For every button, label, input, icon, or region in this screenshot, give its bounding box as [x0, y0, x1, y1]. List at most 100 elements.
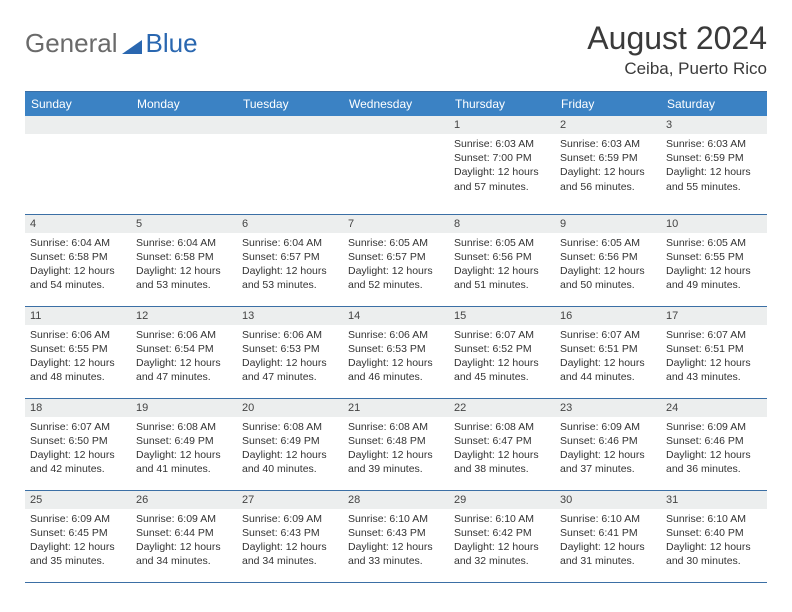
- daylight-line: Daylight: 12 hours and 33 minutes.: [348, 540, 444, 568]
- calendar-cell: 11Sunrise: 6:06 AMSunset: 6:55 PMDayligh…: [25, 306, 131, 398]
- calendar-cell: [343, 116, 449, 214]
- daylight-line: Daylight: 12 hours and 47 minutes.: [136, 356, 232, 384]
- day-number: 11: [25, 307, 131, 325]
- daylight-line: Daylight: 12 hours and 38 minutes.: [454, 448, 550, 476]
- col-saturday: Saturday: [661, 92, 767, 117]
- day-number: 2: [555, 116, 661, 134]
- daylight-line: Daylight: 12 hours and 40 minutes.: [242, 448, 338, 476]
- calendar-week: 18Sunrise: 6:07 AMSunset: 6:50 PMDayligh…: [25, 398, 767, 490]
- day-number: 26: [131, 491, 237, 509]
- day-number: 27: [237, 491, 343, 509]
- sunrise-line: Sunrise: 6:07 AM: [30, 420, 126, 434]
- sunrise-line: Sunrise: 6:04 AM: [136, 236, 232, 250]
- calendar-body: 1Sunrise: 6:03 AMSunset: 7:00 PMDaylight…: [25, 116, 767, 582]
- sunrise-line: Sunrise: 6:07 AM: [666, 328, 762, 342]
- day-number: 14: [343, 307, 449, 325]
- calendar-table: Sunday Monday Tuesday Wednesday Thursday…: [25, 91, 767, 583]
- calendar-cell: 24Sunrise: 6:09 AMSunset: 6:46 PMDayligh…: [661, 398, 767, 490]
- sunrise-line: Sunrise: 6:05 AM: [454, 236, 550, 250]
- day-content: Sunrise: 6:10 AMSunset: 6:43 PMDaylight:…: [343, 509, 449, 573]
- day-content: Sunrise: 6:07 AMSunset: 6:51 PMDaylight:…: [661, 325, 767, 389]
- day-content: Sunrise: 6:09 AMSunset: 6:44 PMDaylight:…: [131, 509, 237, 573]
- day-number: [343, 116, 449, 134]
- sunset-line: Sunset: 6:56 PM: [454, 250, 550, 264]
- sunset-line: Sunset: 6:47 PM: [454, 434, 550, 448]
- sunset-line: Sunset: 6:46 PM: [560, 434, 656, 448]
- location: Ceiba, Puerto Rico: [587, 59, 767, 79]
- day-number: 5: [131, 215, 237, 233]
- day-number: 22: [449, 399, 555, 417]
- day-number: [237, 116, 343, 134]
- sunrise-line: Sunrise: 6:10 AM: [666, 512, 762, 526]
- calendar-cell: 6Sunrise: 6:04 AMSunset: 6:57 PMDaylight…: [237, 214, 343, 306]
- calendar-cell: 17Sunrise: 6:07 AMSunset: 6:51 PMDayligh…: [661, 306, 767, 398]
- day-number: 7: [343, 215, 449, 233]
- day-content: Sunrise: 6:07 AMSunset: 6:51 PMDaylight:…: [555, 325, 661, 389]
- calendar-cell: 10Sunrise: 6:05 AMSunset: 6:55 PMDayligh…: [661, 214, 767, 306]
- daylight-line: Daylight: 12 hours and 34 minutes.: [242, 540, 338, 568]
- daylight-line: Daylight: 12 hours and 50 minutes.: [560, 264, 656, 292]
- calendar-week: 25Sunrise: 6:09 AMSunset: 6:45 PMDayligh…: [25, 490, 767, 582]
- daylight-line: Daylight: 12 hours and 41 minutes.: [136, 448, 232, 476]
- sunrise-line: Sunrise: 6:10 AM: [560, 512, 656, 526]
- col-wednesday: Wednesday: [343, 92, 449, 117]
- sunrise-line: Sunrise: 6:03 AM: [666, 137, 762, 151]
- sunset-line: Sunset: 6:43 PM: [242, 526, 338, 540]
- daylight-line: Daylight: 12 hours and 55 minutes.: [666, 165, 762, 193]
- calendar-cell: 25Sunrise: 6:09 AMSunset: 6:45 PMDayligh…: [25, 490, 131, 582]
- calendar-cell: 5Sunrise: 6:04 AMSunset: 6:58 PMDaylight…: [131, 214, 237, 306]
- calendar-week: 4Sunrise: 6:04 AMSunset: 6:58 PMDaylight…: [25, 214, 767, 306]
- sunrise-line: Sunrise: 6:06 AM: [136, 328, 232, 342]
- sunrise-line: Sunrise: 6:06 AM: [242, 328, 338, 342]
- day-number: 24: [661, 399, 767, 417]
- sunset-line: Sunset: 6:55 PM: [666, 250, 762, 264]
- day-number: 20: [237, 399, 343, 417]
- calendar-cell: 14Sunrise: 6:06 AMSunset: 6:53 PMDayligh…: [343, 306, 449, 398]
- calendar-cell: 26Sunrise: 6:09 AMSunset: 6:44 PMDayligh…: [131, 490, 237, 582]
- calendar-cell: 1Sunrise: 6:03 AMSunset: 7:00 PMDaylight…: [449, 116, 555, 214]
- calendar-cell: 2Sunrise: 6:03 AMSunset: 6:59 PMDaylight…: [555, 116, 661, 214]
- logo-text-general: General: [25, 28, 118, 59]
- daylight-line: Daylight: 12 hours and 47 minutes.: [242, 356, 338, 384]
- day-number: 16: [555, 307, 661, 325]
- day-number: 17: [661, 307, 767, 325]
- sunset-line: Sunset: 6:51 PM: [560, 342, 656, 356]
- logo-text-blue: Blue: [146, 28, 198, 59]
- calendar-cell: 7Sunrise: 6:05 AMSunset: 6:57 PMDaylight…: [343, 214, 449, 306]
- daylight-line: Daylight: 12 hours and 57 minutes.: [454, 165, 550, 193]
- sunset-line: Sunset: 6:48 PM: [348, 434, 444, 448]
- calendar-cell: 12Sunrise: 6:06 AMSunset: 6:54 PMDayligh…: [131, 306, 237, 398]
- sunrise-line: Sunrise: 6:08 AM: [348, 420, 444, 434]
- day-number: 25: [25, 491, 131, 509]
- day-content: Sunrise: 6:09 AMSunset: 6:43 PMDaylight:…: [237, 509, 343, 573]
- day-number: 9: [555, 215, 661, 233]
- col-monday: Monday: [131, 92, 237, 117]
- col-tuesday: Tuesday: [237, 92, 343, 117]
- sunset-line: Sunset: 6:40 PM: [666, 526, 762, 540]
- calendar-cell: 23Sunrise: 6:09 AMSunset: 6:46 PMDayligh…: [555, 398, 661, 490]
- sunrise-line: Sunrise: 6:08 AM: [454, 420, 550, 434]
- day-number: [25, 116, 131, 134]
- col-thursday: Thursday: [449, 92, 555, 117]
- calendar-cell: 18Sunrise: 6:07 AMSunset: 6:50 PMDayligh…: [25, 398, 131, 490]
- sunset-line: Sunset: 6:57 PM: [242, 250, 338, 264]
- daylight-line: Daylight: 12 hours and 36 minutes.: [666, 448, 762, 476]
- calendar-cell: 4Sunrise: 6:04 AMSunset: 6:58 PMDaylight…: [25, 214, 131, 306]
- sunrise-line: Sunrise: 6:06 AM: [348, 328, 444, 342]
- day-number: 13: [237, 307, 343, 325]
- calendar-cell: 13Sunrise: 6:06 AMSunset: 6:53 PMDayligh…: [237, 306, 343, 398]
- sunset-line: Sunset: 6:55 PM: [30, 342, 126, 356]
- sunrise-line: Sunrise: 6:05 AM: [560, 236, 656, 250]
- day-content: Sunrise: 6:08 AMSunset: 6:49 PMDaylight:…: [237, 417, 343, 481]
- sunrise-line: Sunrise: 6:10 AM: [454, 512, 550, 526]
- day-content: Sunrise: 6:08 AMSunset: 6:47 PMDaylight:…: [449, 417, 555, 481]
- day-content: Sunrise: 6:10 AMSunset: 6:40 PMDaylight:…: [661, 509, 767, 573]
- calendar-cell: 22Sunrise: 6:08 AMSunset: 6:47 PMDayligh…: [449, 398, 555, 490]
- daylight-line: Daylight: 12 hours and 42 minutes.: [30, 448, 126, 476]
- calendar-cell: 8Sunrise: 6:05 AMSunset: 6:56 PMDaylight…: [449, 214, 555, 306]
- day-content: Sunrise: 6:06 AMSunset: 6:54 PMDaylight:…: [131, 325, 237, 389]
- day-number: 29: [449, 491, 555, 509]
- header: General Blue August 2024 Ceiba, Puerto R…: [25, 20, 767, 79]
- page: General Blue August 2024 Ceiba, Puerto R…: [0, 0, 792, 612]
- daylight-line: Daylight: 12 hours and 52 minutes.: [348, 264, 444, 292]
